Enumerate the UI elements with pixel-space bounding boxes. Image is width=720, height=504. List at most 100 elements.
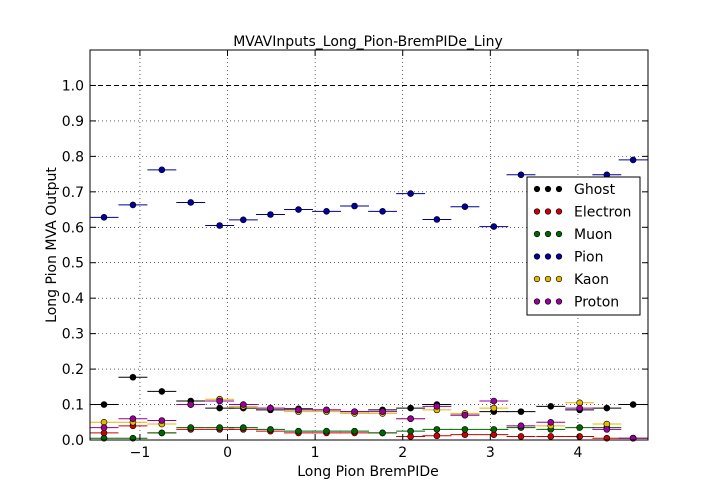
point-ghost-2 <box>158 388 166 395</box>
point-pion-7 <box>295 206 302 213</box>
legend-label-ghost: Ghost <box>574 182 616 198</box>
x-tick-label-0: −1 <box>130 445 151 461</box>
legend-marker-kaon-2 <box>555 275 563 283</box>
point-proton-16 <box>547 418 555 426</box>
legend-marker-proton-0 <box>533 298 541 305</box>
point-proton-4 <box>216 397 223 405</box>
legend-label-pion: Pion <box>574 250 603 266</box>
legend-marker-muon-0 <box>533 230 541 238</box>
plot-frame <box>89 49 649 441</box>
point-muon-10 <box>379 429 386 437</box>
legend-label-proton: Proton <box>574 295 619 311</box>
legend-marker-proton-2 <box>555 298 563 305</box>
point-pion-11 <box>407 190 414 197</box>
point-pion-9 <box>351 202 358 210</box>
y-tick-label-0: 0.0 <box>62 433 84 449</box>
point-proton-17 <box>576 404 583 412</box>
point-electron-16 <box>547 433 555 440</box>
x-tick-label-5: 4 <box>573 445 582 461</box>
legend-marker-ghost-0 <box>533 185 541 193</box>
point-ghost-15 <box>517 408 525 415</box>
point-proton-1 <box>129 415 137 423</box>
point-pion-2 <box>158 166 166 174</box>
point-ghost-16 <box>547 403 555 410</box>
point-proton-2 <box>158 417 166 424</box>
legend-marker-ghost-1 <box>544 185 552 193</box>
legend-entry-ghost: Ghost <box>533 182 616 198</box>
x-tick-label-1: 0 <box>223 445 232 461</box>
point-muon-2 <box>158 429 166 437</box>
point-muon-12 <box>433 426 441 433</box>
point-proton-3 <box>187 401 195 408</box>
chart-title: MVAVInputs_Long_Pion-BremPIDe_Liny <box>233 34 503 50</box>
point-proton-11 <box>407 415 414 423</box>
point-muon-13 <box>461 426 469 433</box>
point-electron-15 <box>517 433 525 440</box>
y-tick-label-7: 0.7 <box>62 185 84 201</box>
legend-marker-kaon-0 <box>533 275 541 283</box>
point-kaon-14 <box>490 404 498 412</box>
point-pion-8 <box>323 208 330 215</box>
point-pion-15 <box>517 171 525 179</box>
y-axis-label: Long Pion MVA Output <box>44 167 60 323</box>
y-tick-label-6: 0.6 <box>62 220 84 236</box>
point-muon-17 <box>576 424 583 431</box>
point-ghost-11 <box>407 404 414 412</box>
point-proton-7 <box>295 406 302 414</box>
point-muon-14 <box>490 426 498 433</box>
legend-marker-muon-1 <box>544 230 552 238</box>
point-ghost-19 <box>629 401 637 408</box>
point-pion-13 <box>461 203 469 211</box>
legend-marker-muon-2 <box>555 230 563 238</box>
legend-marker-kaon-1 <box>544 275 552 283</box>
point-proton-6 <box>267 404 274 412</box>
point-pion-14 <box>490 223 498 230</box>
legend-label-kaon: Kaon <box>574 272 609 288</box>
y-tick-label-8: 0.8 <box>62 149 84 165</box>
legend-frame <box>526 176 641 316</box>
legend-marker-electron-0 <box>533 208 541 215</box>
legend-entry-kaon: Kaon <box>533 272 609 288</box>
point-electron-12 <box>433 432 441 440</box>
y-axis-ticks: 0.0 0.1 0.2 0.3 0.4 0.5 0.6 0.7 0.8 0.9 1.0 <box>62 78 648 449</box>
x-tick-label-4: 3 <box>486 445 495 461</box>
point-proton-5 <box>239 401 247 408</box>
point-muon-7 <box>295 427 302 435</box>
legend-marker-electron-1 <box>544 208 552 215</box>
point-pion-6 <box>267 211 274 218</box>
point-muon-3 <box>187 424 195 431</box>
legend-marker-proton-1 <box>544 298 552 305</box>
point-proton-13 <box>461 411 469 419</box>
point-muon-11 <box>407 427 414 435</box>
point-muon-5 <box>239 424 247 431</box>
x-axis-ticks: −1 0 1 2 3 4 <box>130 50 582 461</box>
y-tick-label-2: 0.2 <box>62 362 84 378</box>
legend-marker-ghost-2 <box>555 185 563 193</box>
point-pion-3 <box>187 199 195 206</box>
legend-entry-proton: Proton <box>533 295 619 311</box>
point-pion-5 <box>239 216 247 224</box>
point-ghost-4 <box>216 404 223 412</box>
point-pion-4 <box>216 222 223 229</box>
legend-entry-electron: Electron <box>533 205 631 221</box>
x-tick-label-2: 1 <box>311 445 320 461</box>
point-proton-10 <box>379 408 386 415</box>
point-proton-18 <box>603 426 611 433</box>
point-muon-6 <box>267 426 274 433</box>
legend-marker-pion-0 <box>533 253 541 260</box>
point-proton-8 <box>323 406 330 414</box>
legend-entry-pion: Pion <box>533 250 603 266</box>
point-pion-19 <box>629 156 637 164</box>
legend-marker-electron-2 <box>555 208 563 215</box>
y-tick-label-3: 0.3 <box>62 327 84 343</box>
x-axis-label: Long Pion BremPIDe <box>297 464 439 480</box>
point-ghost-18 <box>603 404 611 412</box>
point-muon-8 <box>323 427 330 435</box>
y-tick-label-10: 1.0 <box>62 78 84 94</box>
point-pion-10 <box>379 208 386 215</box>
point-pion-0 <box>100 214 108 221</box>
legend-label-electron: Electron <box>574 205 631 221</box>
point-muon-4 <box>216 424 223 431</box>
point-pion-1 <box>129 201 137 209</box>
y-tick-label-4: 0.4 <box>62 291 84 307</box>
